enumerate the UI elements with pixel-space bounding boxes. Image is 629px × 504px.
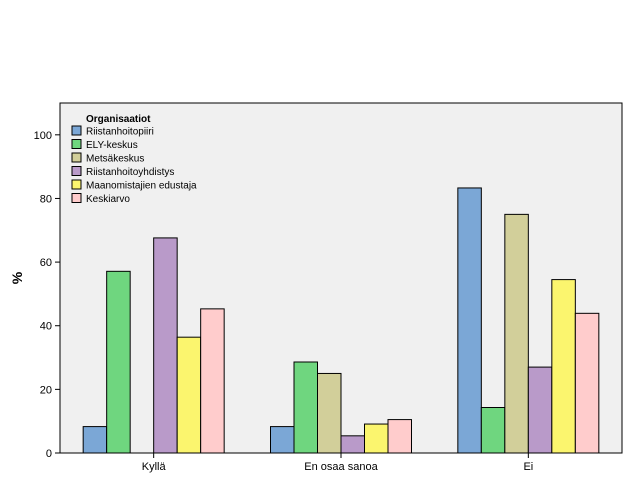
legend-label: Metsäkeskus [86,154,144,165]
legend: Organisaatiot Riistanhoitopiiri ELY-kesku… [71,114,197,205]
y-tick-label: 40 [40,321,52,333]
bar [364,423,389,454]
y-axis-title: % [9,271,25,284]
bar [293,361,318,454]
bar [82,426,108,454]
y-tick-label: 60 [40,257,52,269]
legend-swatch [71,166,82,176]
legend-swatch [71,139,82,149]
bar [527,366,553,454]
legend-label: Keskiarvo [86,194,130,205]
bar [270,426,295,454]
bar [340,435,365,454]
bar [574,312,600,454]
y-tick-label: 0 [46,448,52,460]
x-tick-label: Ei [523,461,533,473]
bar [480,407,506,454]
x-tick-label: En osaa sanoa [304,461,378,473]
legend-swatch [71,152,82,163]
legend-label: ELY-keskus [86,140,138,151]
bar [176,336,202,454]
bar [200,308,225,454]
legend-swatch [71,193,82,203]
legend-label: Riistanhoitoyhdistys [86,167,174,178]
bar [457,187,482,454]
bars-group [82,187,600,454]
bar [551,279,576,454]
bar [106,270,131,454]
bar [317,372,342,454]
y-tick-label: 20 [40,384,52,396]
y-tick-label: 80 [40,193,52,205]
y-tick-label: 100 [34,130,52,142]
bar [153,237,178,454]
bar [504,213,529,454]
legend-label: Riistanhoitopiiri [86,127,154,138]
legend-label: Maanomistajien edustaja [86,181,197,192]
x-tick-label: Kyllä [142,461,167,473]
legend-title: Organisaatiot [86,114,151,125]
legend-swatch [71,125,82,136]
bar [387,419,412,454]
x-axis: Kyllä En osaa sanoa Ei [142,453,533,473]
y-axis: 0 20 40 60 80 100 [34,130,60,460]
legend-swatch [71,179,82,190]
